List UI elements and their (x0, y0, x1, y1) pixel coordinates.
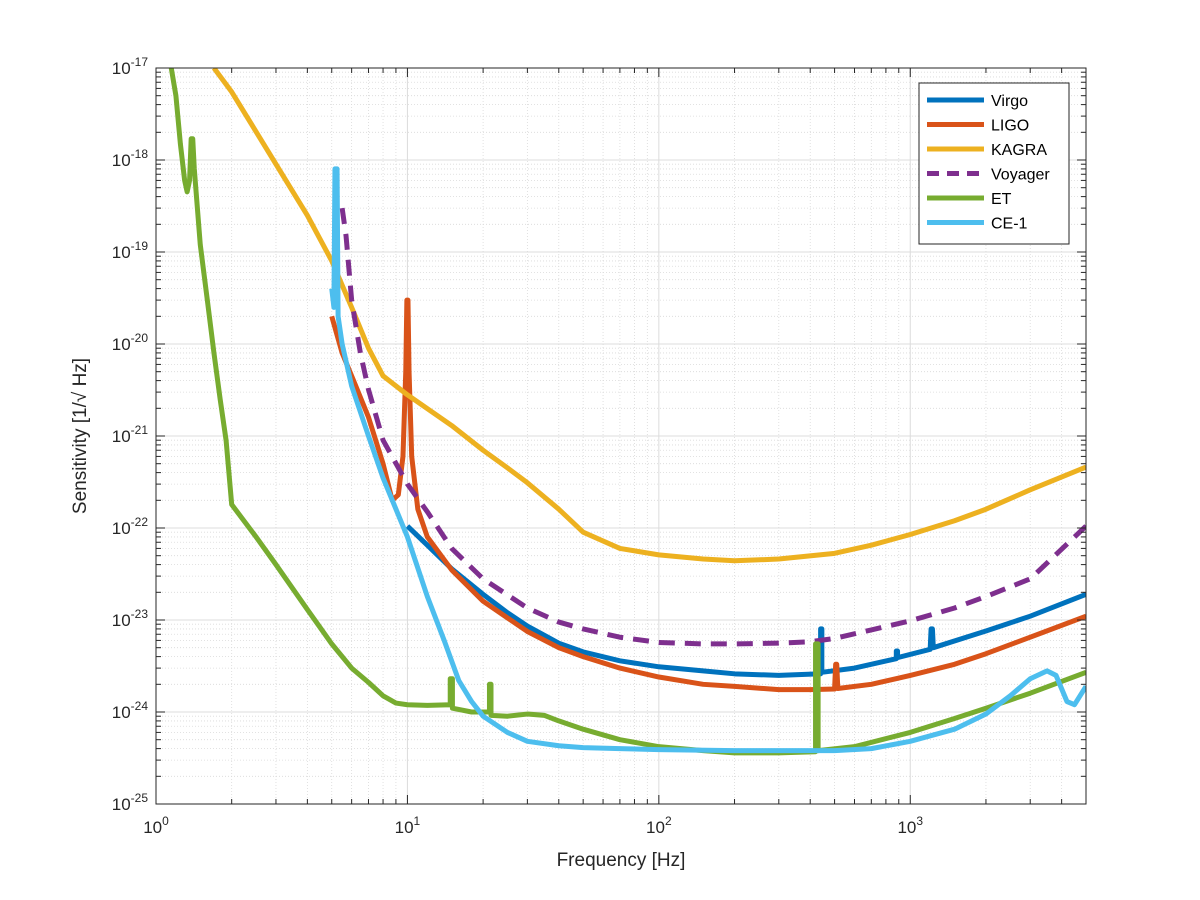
y-axis-label: Sensitivity [1/√ Hz] (70, 358, 91, 514)
x-axis-label: Frequency [Hz] (557, 850, 686, 871)
y-tick-label: 10-19 (112, 239, 149, 262)
x-tick-label: 103 (897, 814, 923, 837)
axis-ticks (155, 67, 1087, 805)
series-et-line (168, 68, 1086, 756)
y-tick-label: 10-17 (112, 55, 149, 78)
x-tick-labels: 100 101 102 103 (143, 814, 923, 837)
x-tick-label: 102 (646, 814, 672, 837)
legend-label: KAGRA (991, 142, 1047, 159)
x-tick-label: 100 (143, 814, 169, 837)
legend-label: LIGO (991, 118, 1029, 135)
y-tick-label: 10-20 (112, 331, 149, 354)
y-tick-label: 10-23 (112, 607, 149, 630)
legend-label: ET (991, 191, 1012, 208)
y-tick-labels: 10-25 10-24 10-23 10-22 10-21 10-20 10-19 10-18… (112, 55, 149, 814)
y-tick-label: 10-24 (112, 699, 149, 722)
x-tick-label: 101 (395, 814, 421, 837)
series-voyager-line (339, 207, 1086, 647)
series-layer (168, 68, 1086, 756)
series-virgo-line (405, 524, 1086, 678)
legend-box (918, 82, 1070, 245)
y-tick-label: 10-18 (112, 147, 149, 170)
y-tick-label: 10-25 (112, 791, 149, 814)
series-ligo-line (329, 297, 1086, 693)
legend: Virgo LIGO KAGRA Voyager ET CE-1 (918, 82, 1070, 245)
y-tick-label: 10-22 (112, 515, 149, 538)
legend-label: Virgo (991, 93, 1028, 110)
series-ce-1-line (329, 166, 1086, 754)
legend-label: CE-1 (991, 216, 1028, 233)
legend-label: Voyager (991, 167, 1050, 184)
y-tick-label: 10-21 (112, 423, 149, 446)
